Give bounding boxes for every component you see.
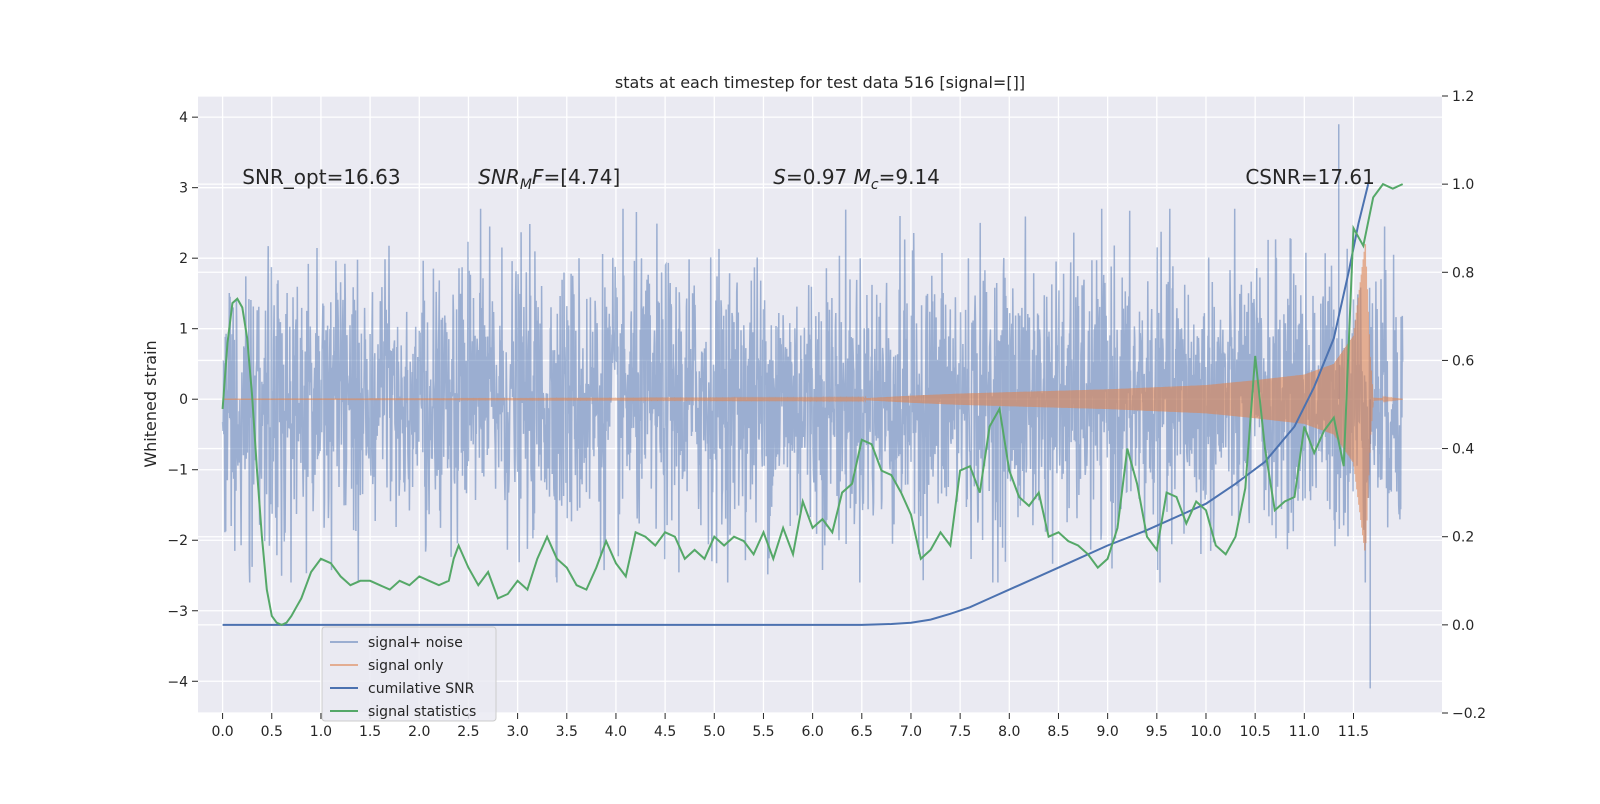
y-tick-label: 4 — [179, 110, 188, 126]
legend-label: signal statistics — [368, 704, 476, 720]
x-tick-label: 5.0 — [703, 724, 725, 740]
y2-tick-label: 0.2 — [1452, 530, 1474, 546]
x-axis-ticks: 0.0 0.5 1.0 1.5 2.0 2.5 3.0 3.5 4.0 4.5 5.0 5.5 6.0 6… — [211, 713, 1369, 740]
signal-only-line — [222, 244, 1403, 551]
y2-tick-label: 0.0 — [1452, 618, 1474, 634]
y-tick-label: −1 — [167, 463, 188, 479]
x-tick-label: 2.0 — [408, 724, 430, 740]
x-tick-label: 4.0 — [605, 724, 627, 740]
y-tick-label: 3 — [179, 181, 188, 197]
x-tick-label: 9.5 — [1146, 724, 1168, 740]
x-tick-label: 10.0 — [1190, 724, 1221, 740]
x-tick-label: 7.5 — [949, 724, 971, 740]
annotation-s-mc: S=0.97 Mc=9.14 — [773, 165, 940, 193]
cumulative-snr-line — [222, 183, 1370, 626]
y2-tick-label: 1.2 — [1452, 89, 1474, 105]
y-axis-ticks: −4 −3 −2 −1 0 1 2 3 4 — [167, 110, 198, 690]
x-tick-label: 10.5 — [1240, 724, 1271, 740]
x-tick-label: 11.5 — [1338, 724, 1369, 740]
chart-title: stats at each timestep for test data 516… — [615, 73, 1025, 92]
legend: signal+ noise signal only cumilative SNR si… — [321, 626, 497, 722]
y2-tick-label: 0.6 — [1452, 353, 1474, 369]
y2-tick-label: 1.0 — [1452, 177, 1474, 193]
x-tick-label: 3.5 — [556, 724, 578, 740]
legend-box — [321, 626, 497, 722]
series-signal-only — [222, 244, 1403, 551]
x-tick-label: 9.0 — [1097, 724, 1119, 740]
y-tick-label: −3 — [167, 604, 188, 620]
y-tick-label: −4 — [167, 674, 188, 690]
y-axis-label: Whitened strain — [141, 340, 160, 467]
x-tick-label: 7.0 — [900, 724, 922, 740]
annotation-snr-opt: SNR_opt=16.63 — [242, 165, 400, 189]
x-tick-label: 1.0 — [310, 724, 332, 740]
annotations: SNR_opt=16.63 SNRMF=[4.74] S=0.97 Mc=9.14 C… — [242, 165, 1375, 193]
legend-label: signal only — [368, 658, 443, 674]
x-tick-label: 8.5 — [1047, 724, 1069, 740]
series-cumulative-snr — [222, 183, 1370, 626]
x-tick-label: 0.0 — [211, 724, 233, 740]
x-tick-label: 2.5 — [457, 724, 479, 740]
signal-noise-line — [221, 208, 1404, 583]
legend-label: cumilative SNR — [368, 681, 475, 697]
x-tick-label: 1.5 — [359, 724, 381, 740]
x-tick-label: 0.5 — [261, 724, 283, 740]
y-tick-label: 2 — [179, 251, 188, 267]
x-tick-label: 8.0 — [998, 724, 1020, 740]
legend-label: signal+ noise — [368, 635, 463, 651]
y2-tick-label: 0.4 — [1452, 442, 1474, 458]
x-tick-label: 3.0 — [506, 724, 528, 740]
y-tick-label: 0 — [179, 392, 188, 408]
x-tick-label: 5.5 — [752, 724, 774, 740]
x-tick-label: 6.5 — [851, 724, 873, 740]
y2-tick-label: 0.8 — [1452, 265, 1474, 281]
y2-tick-label: −0.2 — [1452, 706, 1486, 722]
annotation-csnr: CSNR=17.61 — [1245, 165, 1375, 189]
y2-axis-ticks: −0.2 0.0 0.2 0.4 0.6 0.8 1.0 1.2 — [1442, 89, 1486, 722]
x-tick-label: 6.0 — [801, 724, 823, 740]
y-tick-label: −2 — [167, 533, 188, 549]
x-tick-label: 11.0 — [1289, 724, 1320, 740]
x-tick-label: 4.5 — [654, 724, 676, 740]
y-tick-label: 1 — [179, 322, 188, 338]
signal-statistics-line — [221, 182, 1404, 626]
series-signal-statistics — [221, 182, 1404, 626]
annotation-snr-mf: SNRMF=[4.74] — [478, 165, 620, 193]
